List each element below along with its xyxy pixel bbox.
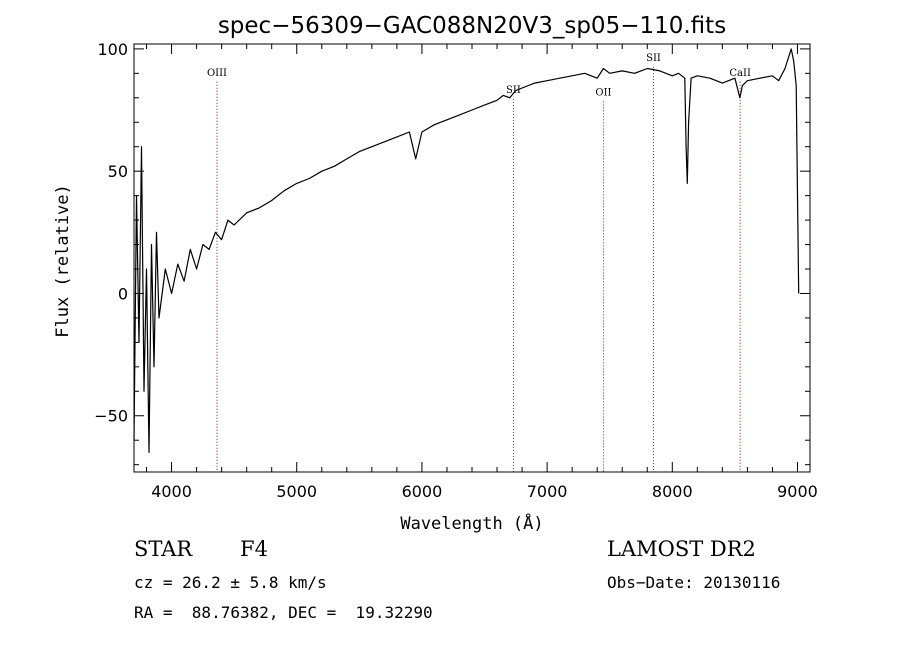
y-axis-label: Flux (relative) [53,184,73,338]
spectral-line-label: SII [506,85,521,96]
redshift-text: cz = 26.2 ± 5.8 km/s [134,573,327,592]
x-tick-label: 4000 [151,482,192,501]
spectral-line-label: OIII [207,68,227,79]
x-axis-label: Wavelength (Å) [400,512,543,534]
survey-label: LAMOST DR2 [607,537,756,561]
spectral-line-label: OII [595,87,611,98]
obs-date-text: Obs−Date: 20130116 [607,573,781,592]
flux-series-line [133,48,800,453]
y-tick-label: 50 [108,162,128,181]
x-tick-label: 6000 [402,482,443,501]
spectral-line-label: CaII [729,68,751,79]
plot-frame [133,43,811,473]
spectral-line-label: SII [646,53,661,64]
x-tick-label: 5000 [276,482,317,501]
x-tick-label: 9000 [777,482,818,501]
coordinates-text: RA = 88.76382, DEC = 19.32290 [134,603,433,622]
x-tick-label: 7000 [527,482,568,501]
chart-title: spec−56309−GAC088N20V3_sp05−110.fits [218,13,726,39]
object-class: STAR [134,537,193,561]
y-tick-label: 100 [97,40,128,59]
x-tick-label: 8000 [652,482,693,501]
spectral-subclass: F4 [240,537,268,561]
y-tick-label: −50 [94,407,128,426]
y-tick-label: 0 [118,284,128,303]
plot-area: 4000 5000 6000 7000 8000 9000 −50 0 50 100 OIII SII… [94,40,818,501]
